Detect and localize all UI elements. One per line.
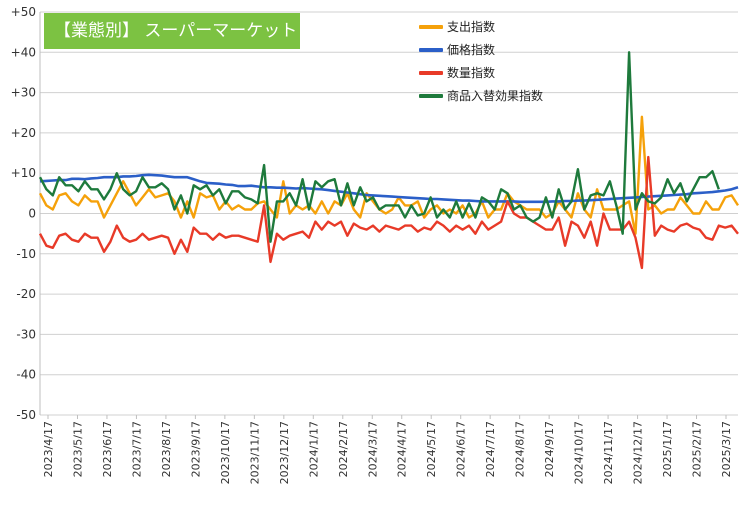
legend-label-quantity: 数量指数 [447,66,496,80]
legend-item-spending: 支出指数 [419,15,543,38]
legend-swatch-substitution [419,93,443,98]
x-tick-label: 2024/9/17 [543,421,556,477]
y-tick-label: +30 [11,86,36,100]
x-tick-label: 2024/7/17 [484,421,497,477]
x-tick-label: 2023/6/17 [101,421,114,477]
y-tick-label: 0 [28,207,36,221]
x-tick-label: 2023/11/17 [248,421,261,484]
y-tick-label: -30 [16,327,36,341]
y-tick-label: -20 [16,287,36,301]
x-tick-label: 2023/5/17 [71,421,84,477]
y-tick-label: +10 [11,166,36,180]
x-tick-label: 2023/7/17 [130,421,143,477]
series-line-substitution [38,51,720,243]
x-tick-label: 2025/3/17 [720,421,733,477]
y-tick-label: -10 [16,247,36,261]
y-tick-label: +40 [11,45,36,59]
series-line-spending [38,115,740,235]
x-tick-label: 2024/2/17 [337,421,350,477]
x-tick-label: 2024/1/17 [307,421,320,477]
legend-item-quantity: 数量指数 [419,61,543,84]
x-tick-label: 2024/12/17 [632,421,645,484]
x-tick-label: 2023/8/17 [160,421,173,477]
legend-item-substitution: 商品入替効果指数 [419,84,543,107]
y-tick-label: -40 [16,368,36,382]
legend-item-price: 価格指数 [419,38,543,61]
x-tick-label: 2025/2/17 [691,421,704,477]
grid [39,11,738,416]
legend: 支出指数 価格指数 数量指数 商品入替効果指数 [419,15,543,107]
x-tick-label: 2024/5/17 [425,421,438,477]
x-tick-label: 2023/10/17 [219,421,232,484]
series-line-price [39,173,739,204]
legend-label-price: 価格指数 [447,43,496,57]
x-tick-label: 2023/9/17 [189,421,202,477]
legend-swatch-spending [419,24,443,29]
y-tick-label: +50 [11,5,36,19]
series-lines [38,51,740,270]
x-tick-label: 2024/11/17 [602,421,615,484]
legend-label-substitution: 商品入替効果指数 [447,89,544,103]
x-tick-label: 2024/10/17 [573,421,586,484]
y-tick-label: +20 [11,126,36,140]
legend-label-spending: 支出指数 [447,20,496,34]
chart-title: 【業態別】 スーパーマーケット [44,13,300,49]
x-tick-label: 2023/4/17 [42,421,55,477]
x-axis: 2023/4/17 2023/5/17 2023/6/17 2023/7/17 2023… [42,415,733,484]
y-axis: +50 +40 +30 +20 +10 0 -10 -20 -30 -40 -50 [11,5,36,422]
x-tick-label: 2023/12/17 [278,421,291,484]
x-tick-label: 2024/4/17 [396,421,409,477]
x-tick-label: 2025/1/17 [661,421,674,477]
y-tick-label: -50 [16,408,36,422]
legend-swatch-price [419,47,443,52]
x-tick-label: 2024/8/17 [514,421,527,477]
x-tick-label: 2024/6/17 [455,421,468,477]
x-tick-label: 2024/3/17 [366,421,379,477]
legend-swatch-quantity [419,70,443,75]
